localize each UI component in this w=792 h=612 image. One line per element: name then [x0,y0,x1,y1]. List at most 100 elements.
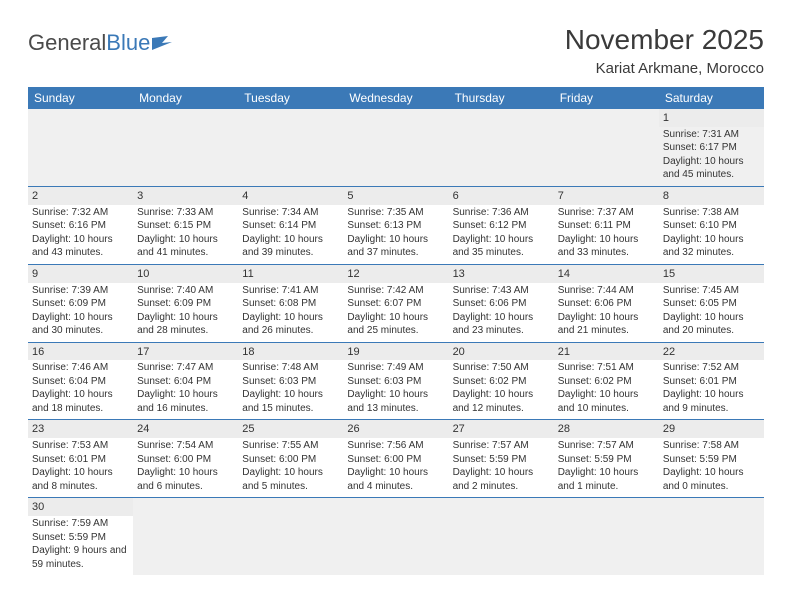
calendar-cell: 21Sunrise: 7:51 AMSunset: 6:02 PMDayligh… [554,342,659,420]
day-number: 1 [659,109,764,127]
calendar-table: SundayMondayTuesdayWednesdayThursdayFrid… [28,87,764,575]
day-number: 6 [449,187,554,205]
calendar-cell [28,109,133,186]
day-details: Sunrise: 7:46 AMSunset: 6:04 PMDaylight:… [32,361,129,415]
day-details: Sunrise: 7:45 AMSunset: 6:05 PMDaylight:… [663,284,760,338]
day-number: 17 [133,343,238,361]
calendar-cell: 13Sunrise: 7:43 AMSunset: 6:06 PMDayligh… [449,264,554,342]
day-number: 25 [238,420,343,438]
day-number: 28 [554,420,659,438]
calendar-cell [449,109,554,186]
calendar-cell: 8Sunrise: 7:38 AMSunset: 6:10 PMDaylight… [659,186,764,264]
calendar-cell [343,498,448,575]
calendar-cell: 4Sunrise: 7:34 AMSunset: 6:14 PMDaylight… [238,186,343,264]
calendar-cell: 12Sunrise: 7:42 AMSunset: 6:07 PMDayligh… [343,264,448,342]
day-details: Sunrise: 7:53 AMSunset: 6:01 PMDaylight:… [32,439,129,493]
day-details: Sunrise: 7:57 AMSunset: 5:59 PMDaylight:… [558,439,655,493]
day-number: 12 [343,265,448,283]
calendar-body: 1Sunrise: 7:31 AMSunset: 6:17 PMDaylight… [28,109,764,575]
calendar-cell: 5Sunrise: 7:35 AMSunset: 6:13 PMDaylight… [343,186,448,264]
calendar-row: 2Sunrise: 7:32 AMSunset: 6:16 PMDaylight… [28,186,764,264]
calendar-cell: 10Sunrise: 7:40 AMSunset: 6:09 PMDayligh… [133,264,238,342]
calendar-cell: 9Sunrise: 7:39 AMSunset: 6:09 PMDaylight… [28,264,133,342]
day-number: 18 [238,343,343,361]
calendar-cell: 16Sunrise: 7:46 AMSunset: 6:04 PMDayligh… [28,342,133,420]
calendar-cell: 30Sunrise: 7:59 AMSunset: 5:59 PMDayligh… [28,498,133,575]
calendar-cell: 11Sunrise: 7:41 AMSunset: 6:08 PMDayligh… [238,264,343,342]
day-number: 9 [28,265,133,283]
calendar-cell: 19Sunrise: 7:49 AMSunset: 6:03 PMDayligh… [343,342,448,420]
logo-text-part1: General [28,30,106,56]
calendar-row: 30Sunrise: 7:59 AMSunset: 5:59 PMDayligh… [28,498,764,575]
day-number: 14 [554,265,659,283]
weekday-header: Friday [554,87,659,109]
calendar-cell: 23Sunrise: 7:53 AMSunset: 6:01 PMDayligh… [28,420,133,498]
calendar-cell: 3Sunrise: 7:33 AMSunset: 6:15 PMDaylight… [133,186,238,264]
month-title: November 2025 [565,24,764,56]
day-number: 30 [28,498,133,516]
logo: GeneralBlue [28,24,174,56]
calendar-cell [133,498,238,575]
day-number: 23 [28,420,133,438]
day-details: Sunrise: 7:49 AMSunset: 6:03 PMDaylight:… [347,361,444,415]
calendar-cell: 24Sunrise: 7:54 AMSunset: 6:00 PMDayligh… [133,420,238,498]
day-number: 16 [28,343,133,361]
calendar-cell: 15Sunrise: 7:45 AMSunset: 6:05 PMDayligh… [659,264,764,342]
day-details: Sunrise: 7:43 AMSunset: 6:06 PMDaylight:… [453,284,550,338]
day-number: 11 [238,265,343,283]
calendar-cell: 26Sunrise: 7:56 AMSunset: 6:00 PMDayligh… [343,420,448,498]
day-details: Sunrise: 7:55 AMSunset: 6:00 PMDaylight:… [242,439,339,493]
day-number: 20 [449,343,554,361]
header: GeneralBlue November 2025 Kariat Arkmane… [28,24,764,77]
day-number: 27 [449,420,554,438]
calendar-cell [659,498,764,575]
calendar-row: 9Sunrise: 7:39 AMSunset: 6:09 PMDaylight… [28,264,764,342]
day-details: Sunrise: 7:40 AMSunset: 6:09 PMDaylight:… [137,284,234,338]
day-number: 13 [449,265,554,283]
day-details: Sunrise: 7:48 AMSunset: 6:03 PMDaylight:… [242,361,339,415]
day-number: 7 [554,187,659,205]
calendar-row: 23Sunrise: 7:53 AMSunset: 6:01 PMDayligh… [28,420,764,498]
day-number: 15 [659,265,764,283]
day-details: Sunrise: 7:39 AMSunset: 6:09 PMDaylight:… [32,284,129,338]
day-details: Sunrise: 7:42 AMSunset: 6:07 PMDaylight:… [347,284,444,338]
calendar-cell: 25Sunrise: 7:55 AMSunset: 6:00 PMDayligh… [238,420,343,498]
weekday-header: Monday [133,87,238,109]
flag-icon [152,30,174,56]
day-number: 5 [343,187,448,205]
weekday-header: Thursday [449,87,554,109]
weekday-header: Saturday [659,87,764,109]
day-details: Sunrise: 7:52 AMSunset: 6:01 PMDaylight:… [663,361,760,415]
day-details: Sunrise: 7:58 AMSunset: 5:59 PMDaylight:… [663,439,760,493]
day-details: Sunrise: 7:44 AMSunset: 6:06 PMDaylight:… [558,284,655,338]
calendar-row: 1Sunrise: 7:31 AMSunset: 6:17 PMDaylight… [28,109,764,186]
day-number: 4 [238,187,343,205]
day-number: 21 [554,343,659,361]
weekday-header-row: SundayMondayTuesdayWednesdayThursdayFrid… [28,87,764,109]
calendar-cell: 28Sunrise: 7:57 AMSunset: 5:59 PMDayligh… [554,420,659,498]
calendar-cell [554,498,659,575]
day-details: Sunrise: 7:33 AMSunset: 6:15 PMDaylight:… [137,206,234,260]
day-details: Sunrise: 7:35 AMSunset: 6:13 PMDaylight:… [347,206,444,260]
day-number: 2 [28,187,133,205]
day-details: Sunrise: 7:51 AMSunset: 6:02 PMDaylight:… [558,361,655,415]
location: Kariat Arkmane, Morocco [565,60,764,77]
day-details: Sunrise: 7:56 AMSunset: 6:00 PMDaylight:… [347,439,444,493]
calendar-row: 16Sunrise: 7:46 AMSunset: 6:04 PMDayligh… [28,342,764,420]
day-details: Sunrise: 7:54 AMSunset: 6:00 PMDaylight:… [137,439,234,493]
calendar-cell [238,109,343,186]
weekday-header: Wednesday [343,87,448,109]
day-number: 26 [343,420,448,438]
calendar-cell [238,498,343,575]
calendar-cell: 1Sunrise: 7:31 AMSunset: 6:17 PMDaylight… [659,109,764,186]
calendar-cell: 17Sunrise: 7:47 AMSunset: 6:04 PMDayligh… [133,342,238,420]
day-details: Sunrise: 7:38 AMSunset: 6:10 PMDaylight:… [663,206,760,260]
calendar-cell [343,109,448,186]
day-number: 29 [659,420,764,438]
day-number: 22 [659,343,764,361]
day-number: 19 [343,343,448,361]
calendar-cell: 20Sunrise: 7:50 AMSunset: 6:02 PMDayligh… [449,342,554,420]
calendar-cell [449,498,554,575]
calendar-cell: 14Sunrise: 7:44 AMSunset: 6:06 PMDayligh… [554,264,659,342]
day-number: 3 [133,187,238,205]
